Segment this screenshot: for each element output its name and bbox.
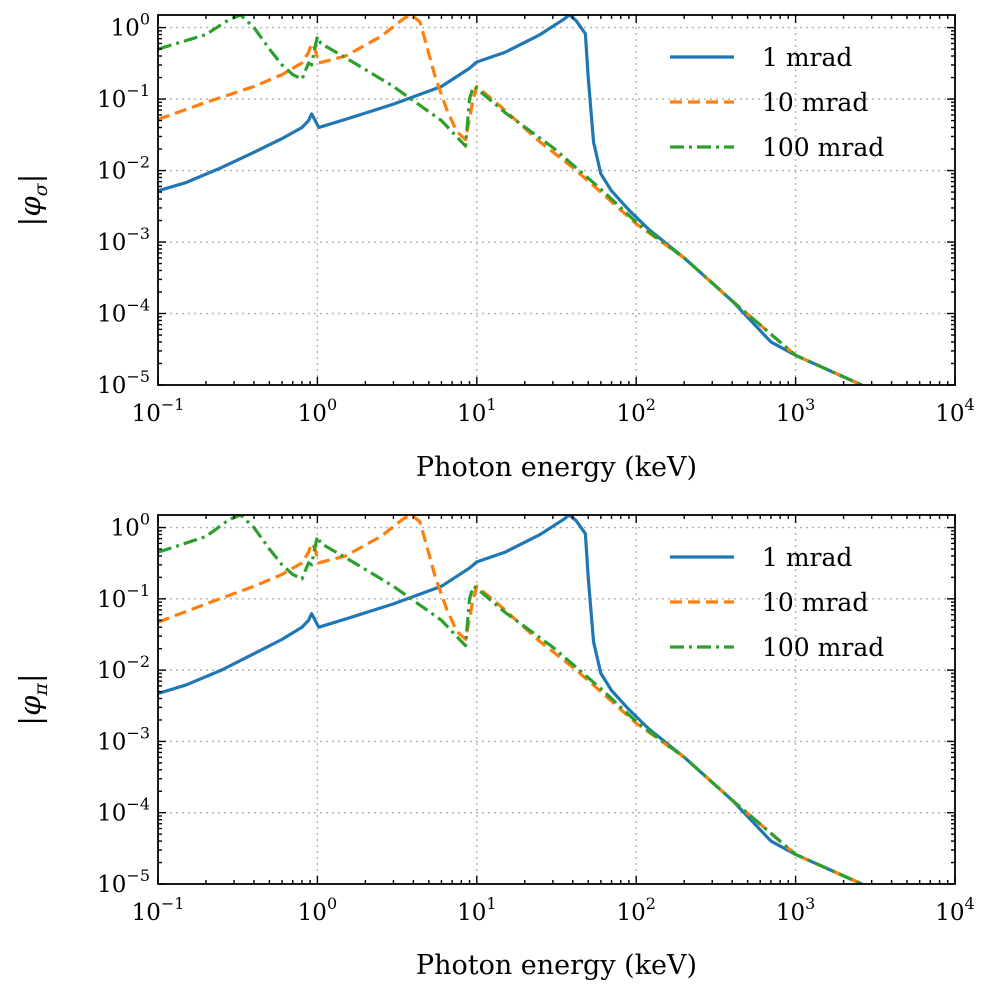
- plot-frame: [157, 14, 956, 386]
- y-tick-label: 10−1: [97, 581, 150, 613]
- y-tick-label: 100: [111, 10, 150, 42]
- series-line-1-mrad: [158, 15, 863, 385]
- y-tick-label: 10−5: [97, 866, 150, 898]
- y-tick-label: 10−4: [97, 795, 150, 827]
- legend: 1 mrad 10 mrad 100 mrad: [670, 43, 884, 162]
- y-tick-label: 100: [111, 510, 150, 542]
- x-tick-label: 104: [935, 894, 974, 926]
- y-tick-label: 10−5: [97, 367, 150, 399]
- legend-label: 10 mrad: [762, 588, 868, 617]
- legend-label: 1 mrad: [762, 543, 852, 572]
- x-tick-label: 100: [298, 395, 337, 427]
- y-tick-label: 10−2: [97, 652, 150, 684]
- x-tick-label: 10−1: [132, 395, 185, 427]
- x-tick-label: 103: [776, 894, 815, 926]
- legend-label: 10 mrad: [762, 88, 868, 117]
- y-tick-label: 10−3: [97, 224, 150, 256]
- y-axis-title: |φσ|: [13, 174, 52, 227]
- series-line-100-mrad: [158, 15, 863, 385]
- y-axis-title: |φπ|: [13, 673, 52, 725]
- y-tick-label: 10−4: [97, 296, 150, 328]
- legend-label: 1 mrad: [762, 43, 852, 72]
- plot-frame: [157, 514, 956, 885]
- y-tick-label: 10−3: [97, 723, 150, 755]
- x-tick-label: 104: [935, 395, 974, 427]
- x-axis-title: Photon energy (keV): [416, 452, 697, 483]
- series-line-1-mrad: [158, 515, 863, 884]
- x-tick-label: 10−1: [132, 894, 185, 926]
- x-tick-label: 101: [457, 894, 496, 926]
- series-line-10-mrad: [158, 515, 863, 884]
- y-tick-label: 10−2: [97, 153, 150, 185]
- legend-label: 100 mrad: [762, 633, 884, 662]
- chart-panel-1: 10−1 100 101 102 103 104 100 10−1 10−2 10−3 10−4 10…: [13, 10, 975, 483]
- series-line-100-mrad: [158, 515, 863, 884]
- chart-panel-2: 10−1 100 101 102 103 104 100 10−1 10−2 10−3 10−4 10…: [13, 510, 975, 981]
- y-tick-label: 10−1: [97, 81, 150, 113]
- x-tick-label: 100: [298, 894, 337, 926]
- series-line-10-mrad: [158, 15, 863, 385]
- x-tick-label: 102: [616, 894, 655, 926]
- legend: 1 mrad 10 mrad 100 mrad: [670, 543, 884, 662]
- x-axis-title: Photon energy (keV): [416, 950, 697, 981]
- x-tick-label: 102: [616, 395, 655, 427]
- legend-label: 100 mrad: [762, 133, 884, 162]
- x-tick-label: 103: [776, 395, 815, 427]
- x-tick-label: 101: [457, 395, 496, 427]
